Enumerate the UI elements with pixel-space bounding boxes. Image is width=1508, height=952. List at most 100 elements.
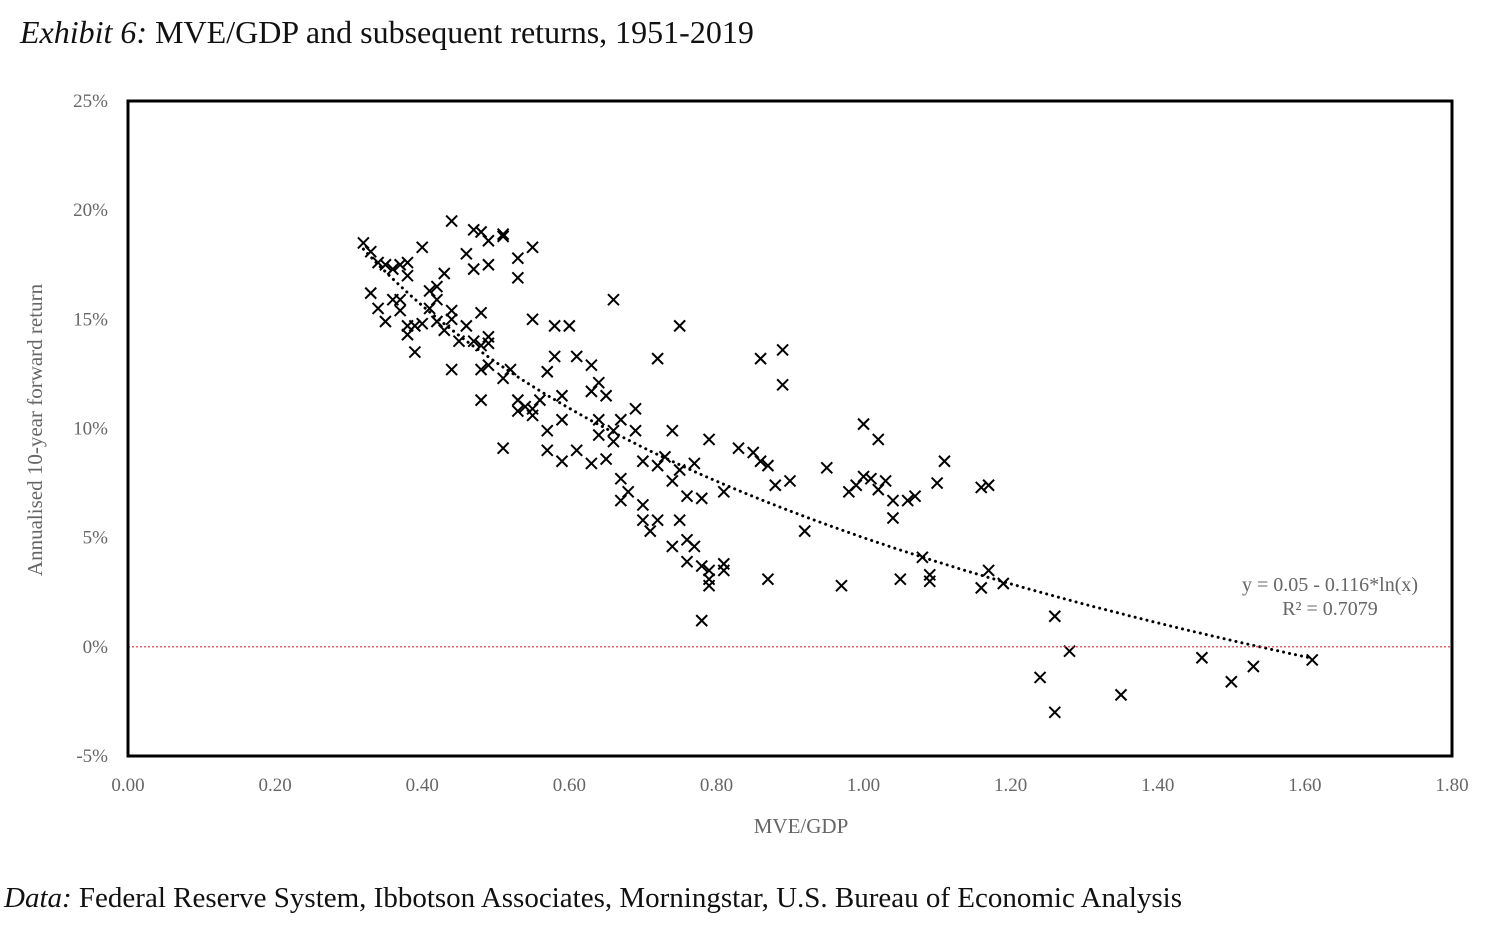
data-point-x-marker <box>482 234 495 247</box>
data-point-x-marker <box>474 306 488 319</box>
data-point-x-marker <box>416 317 429 330</box>
data-point-x-marker <box>364 245 377 258</box>
data-point-x-marker <box>938 455 951 468</box>
trendline <box>361 247 1314 660</box>
data-point-x-marker <box>386 262 400 276</box>
data-point-x-marker <box>599 452 613 466</box>
data-point-x-marker <box>445 363 458 376</box>
data-point-x-marker <box>541 424 554 437</box>
data-point-x-marker <box>629 402 642 416</box>
data-point-x-marker <box>430 280 444 293</box>
data-point-x-marker <box>614 472 628 485</box>
data-point-x-marker <box>482 358 495 372</box>
data-point-x-marker <box>614 413 628 426</box>
data-point-x-marker <box>438 267 451 280</box>
data-point-x-marker <box>886 494 900 507</box>
data-point-x-marker <box>776 378 789 392</box>
data-point-x-marker <box>1063 644 1076 658</box>
data-point-x-marker <box>666 540 679 553</box>
data-point-x-marker <box>901 494 914 507</box>
data-point-x-marker <box>783 474 797 488</box>
data-point-x-marker <box>879 474 892 488</box>
data-point-x-marker <box>555 413 569 426</box>
data-point-x-marker <box>636 455 650 468</box>
source-prefix: Data: <box>4 882 72 914</box>
data-point-x-marker <box>658 450 672 464</box>
data-point-x-marker <box>511 251 525 265</box>
data-point-x-marker <box>688 540 701 553</box>
data-point-x-marker <box>717 564 731 577</box>
x-tick-label: 0.80 <box>700 775 733 796</box>
data-point-x-marker <box>401 269 414 282</box>
data-point-x-marker <box>754 455 767 468</box>
y-axis-ticks: 25% 20% 15% 10% 5% 0% -5% <box>73 91 108 767</box>
data-point-x-marker <box>607 293 620 306</box>
data-point-x-marker <box>982 564 995 577</box>
data-point-x-marker <box>379 258 392 271</box>
data-point-x-marker <box>886 511 900 525</box>
data-point-x-marker <box>526 241 539 254</box>
data-point-x-marker <box>555 455 569 468</box>
data-point-x-marker <box>379 315 392 328</box>
data-point-x-marker <box>393 258 407 271</box>
data-point-x-marker <box>702 433 716 446</box>
data-point-x-marker <box>923 575 936 588</box>
data-point-x-marker <box>761 572 775 586</box>
data-point-x-marker <box>533 393 547 407</box>
data-point-x-marker <box>820 461 833 475</box>
x-tick-label: 1.00 <box>847 775 880 796</box>
data-point-x-marker <box>666 424 679 437</box>
data-point-x-marker <box>894 572 907 586</box>
data-point-x-marker <box>474 393 488 407</box>
data-point-x-marker <box>621 485 635 499</box>
data-point-x-marker <box>798 524 811 538</box>
data-point-x-marker <box>695 559 708 573</box>
data-point-x-marker <box>445 313 458 326</box>
y-tick-label: 15% <box>73 309 108 330</box>
data-point-x-marker <box>585 358 598 372</box>
x-tick-label: 1.20 <box>994 775 1027 796</box>
data-point-x-marker <box>496 441 510 455</box>
data-point-x-marker <box>511 271 525 285</box>
x-tick-label: 0.40 <box>406 775 439 796</box>
data-point-x-marker <box>680 489 694 503</box>
trendline-path <box>361 247 1314 660</box>
data-point-x-marker <box>445 214 458 228</box>
plot-area-border <box>126 99 1454 758</box>
data-point-x-marker <box>570 350 583 363</box>
data-point-x-marker <box>430 293 444 306</box>
y-tick-label: 5% <box>83 528 109 549</box>
data-point-x-marker <box>548 350 561 363</box>
x-axis-ticks: 0.00 0.20 0.40 0.60 0.80 1.00 1.20 1.40 1.60 1.80 <box>111 775 1468 796</box>
x-tick-label: 0.00 <box>111 775 144 796</box>
data-point-x-marker <box>563 319 576 333</box>
data-point-x-marker <box>629 424 642 437</box>
x-tick-label: 0.20 <box>258 775 291 796</box>
trendline-r-squared: R² = 0.7079 <box>1282 598 1378 620</box>
data-point-x-marker <box>872 433 885 446</box>
data-point-x-marker <box>761 459 775 472</box>
data-point-x-marker <box>1048 610 1062 623</box>
title-prefix: Exhibit 6: <box>20 14 148 50</box>
data-point-x-marker <box>644 524 657 538</box>
data-point-x-marker <box>1048 706 1062 719</box>
data-point-x-marker <box>541 365 554 378</box>
data-point-x-marker <box>857 470 870 483</box>
data-point-x-marker <box>548 319 561 333</box>
source-text: Federal Reserve System, Ibbotson Associa… <box>71 882 1183 914</box>
y-tick-label: 0% <box>83 637 109 658</box>
data-point-x-marker <box>673 319 686 333</box>
data-point-x-marker <box>460 319 473 333</box>
data-point-x-marker <box>393 293 407 306</box>
y-axis-label: Annualised 10-year forward return <box>23 283 47 576</box>
data-point-x-marker <box>592 376 605 389</box>
y-tick-label: 20% <box>73 200 108 221</box>
data-point-x-marker <box>511 404 525 418</box>
data-point-x-marker <box>864 472 878 485</box>
data-point-x-marker <box>975 481 988 494</box>
data-point-x-marker <box>467 223 480 237</box>
data-point-x-marker <box>607 435 620 448</box>
data-point-x-marker <box>732 441 745 455</box>
data-point-x-marker <box>541 444 554 457</box>
data-point-x-marker <box>769 479 782 492</box>
